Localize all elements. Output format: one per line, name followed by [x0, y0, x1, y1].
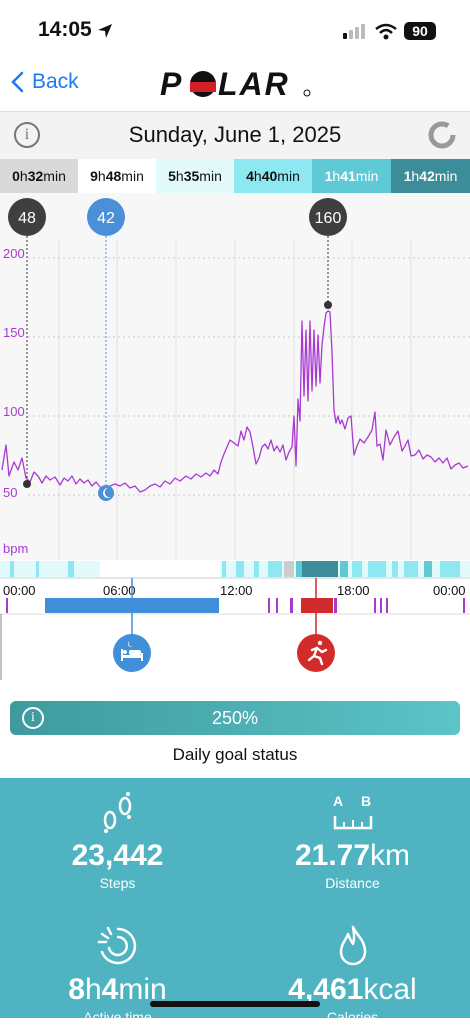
flame-icon: [339, 925, 366, 966]
chart-gridlines: [58, 240, 412, 560]
activity-ticks: [6, 598, 465, 613]
zone-cell[interactable]: 9 h 48 min: [78, 159, 156, 193]
x-tick-label: 18:00: [337, 583, 370, 598]
distance-stat[interactable]: A B 21.77km Distance: [235, 790, 470, 891]
svg-text:A: A: [333, 793, 343, 809]
sleep-moon-icon: [98, 485, 114, 501]
polar-logo: P LAR: [158, 66, 313, 102]
zone-cell[interactable]: 4 h 40 min: [234, 159, 312, 193]
heart-rate-chart[interactable]: 200 150 100 50 bpm 48 42 160: [0, 193, 470, 683]
distance-ruler-icon: A B: [333, 793, 372, 830]
exercise-period-bar[interactable]: [301, 598, 333, 613]
battery-indicator: 90: [404, 22, 436, 40]
distance-value-row: 21.77km: [235, 839, 470, 873]
goal-percent: 250%: [211, 708, 259, 728]
svg-text:B: B: [361, 793, 371, 809]
active-time-value: 8h4min: [68, 973, 167, 1006]
heart-rate-line: [1, 310, 469, 493]
signal-icon: [343, 24, 365, 39]
steps-label: Steps: [99, 875, 136, 891]
y-tick-label: 200: [3, 246, 25, 261]
distance-label: Distance: [325, 875, 380, 891]
active-time-stat[interactable]: 8h4min Active time: [0, 924, 235, 1025]
wifi-icon: [375, 23, 397, 40]
moon-glyph: [103, 488, 111, 498]
svg-text:P: P: [160, 66, 183, 102]
min-hr-value: 48: [18, 210, 36, 227]
svg-text:LAR: LAR: [218, 66, 290, 102]
calories-value-row: 4,461kcal: [235, 973, 470, 1007]
distance-unit: km: [370, 839, 411, 872]
max-hr-badge[interactable]: [309, 198, 347, 236]
steps-value: 23,442: [71, 839, 164, 872]
location-arrow-icon: [98, 24, 112, 38]
bed-icon: [121, 641, 143, 661]
distance-value: 21.77: [294, 839, 371, 872]
chevron-left-icon: [11, 71, 24, 93]
y-axis-labels: 200 150 100 50 bpm: [3, 246, 28, 556]
date-title: Sunday, June 1, 2025: [128, 122, 342, 147]
y-tick-label: 100: [3, 404, 25, 419]
x-tick-label: 12:00: [220, 583, 253, 598]
activity-stats-panel: 23,442 Steps A B 21.77km Distance 8h4min…: [0, 778, 470, 1025]
info-icon[interactable]: i: [14, 122, 40, 148]
y-tick-label: 50: [3, 485, 17, 500]
daily-goal-bar[interactable]: i 250%: [10, 701, 460, 735]
y-axis-unit: bpm: [3, 541, 28, 556]
calories-unit: kcal: [363, 973, 417, 1006]
sleep-hr-badge[interactable]: [87, 198, 125, 236]
goal-info-icon[interactable]: i: [22, 707, 44, 729]
x-axis-labels: 00:00 06:00 12:00 18:00 00:00: [3, 583, 466, 598]
min-hr-badge[interactable]: [8, 198, 46, 236]
zone-cell[interactable]: 0 h 32 min: [0, 159, 78, 193]
goal-label: Daily goal status: [172, 745, 298, 764]
chart-y-gridlines: [28, 257, 470, 496]
calories-stat[interactable]: 4,461kcal Calories: [235, 924, 470, 1025]
x-tick-label: 06:00: [103, 583, 136, 598]
footsteps-icon: [103, 792, 131, 833]
zone-cell[interactable]: 1 h 41 min: [312, 159, 391, 193]
active-time-label: Active time: [83, 1009, 152, 1025]
home-indicator[interactable]: [150, 1001, 320, 1007]
max-hr-value: 160: [315, 210, 342, 227]
sync-ring-icon[interactable]: [427, 120, 457, 150]
back-button[interactable]: Back: [10, 70, 79, 94]
active-time-icon: [97, 926, 136, 965]
running-icon: [307, 640, 328, 666]
status-time: 14:05: [38, 18, 92, 41]
hr-zone-strip: [0, 561, 470, 577]
x-tick-label: 00:00: [3, 583, 36, 598]
back-label: Back: [32, 70, 79, 93]
steps-stat[interactable]: 23,442 Steps: [0, 790, 235, 891]
zone-cell[interactable]: 5 h 35 min: [156, 159, 234, 193]
zone-cell[interactable]: 1 h 42 min: [391, 159, 470, 193]
calories-value: 4,461: [288, 973, 364, 1006]
date-header: [0, 111, 470, 160]
y-tick-label: 150: [3, 325, 25, 340]
calories-label: Calories: [326, 1009, 379, 1025]
x-tick-label: 00:00: [433, 583, 466, 598]
min-marker-point: [23, 480, 31, 488]
max-marker-point: [324, 301, 332, 309]
sleep-hr-value: 42: [97, 210, 115, 227]
